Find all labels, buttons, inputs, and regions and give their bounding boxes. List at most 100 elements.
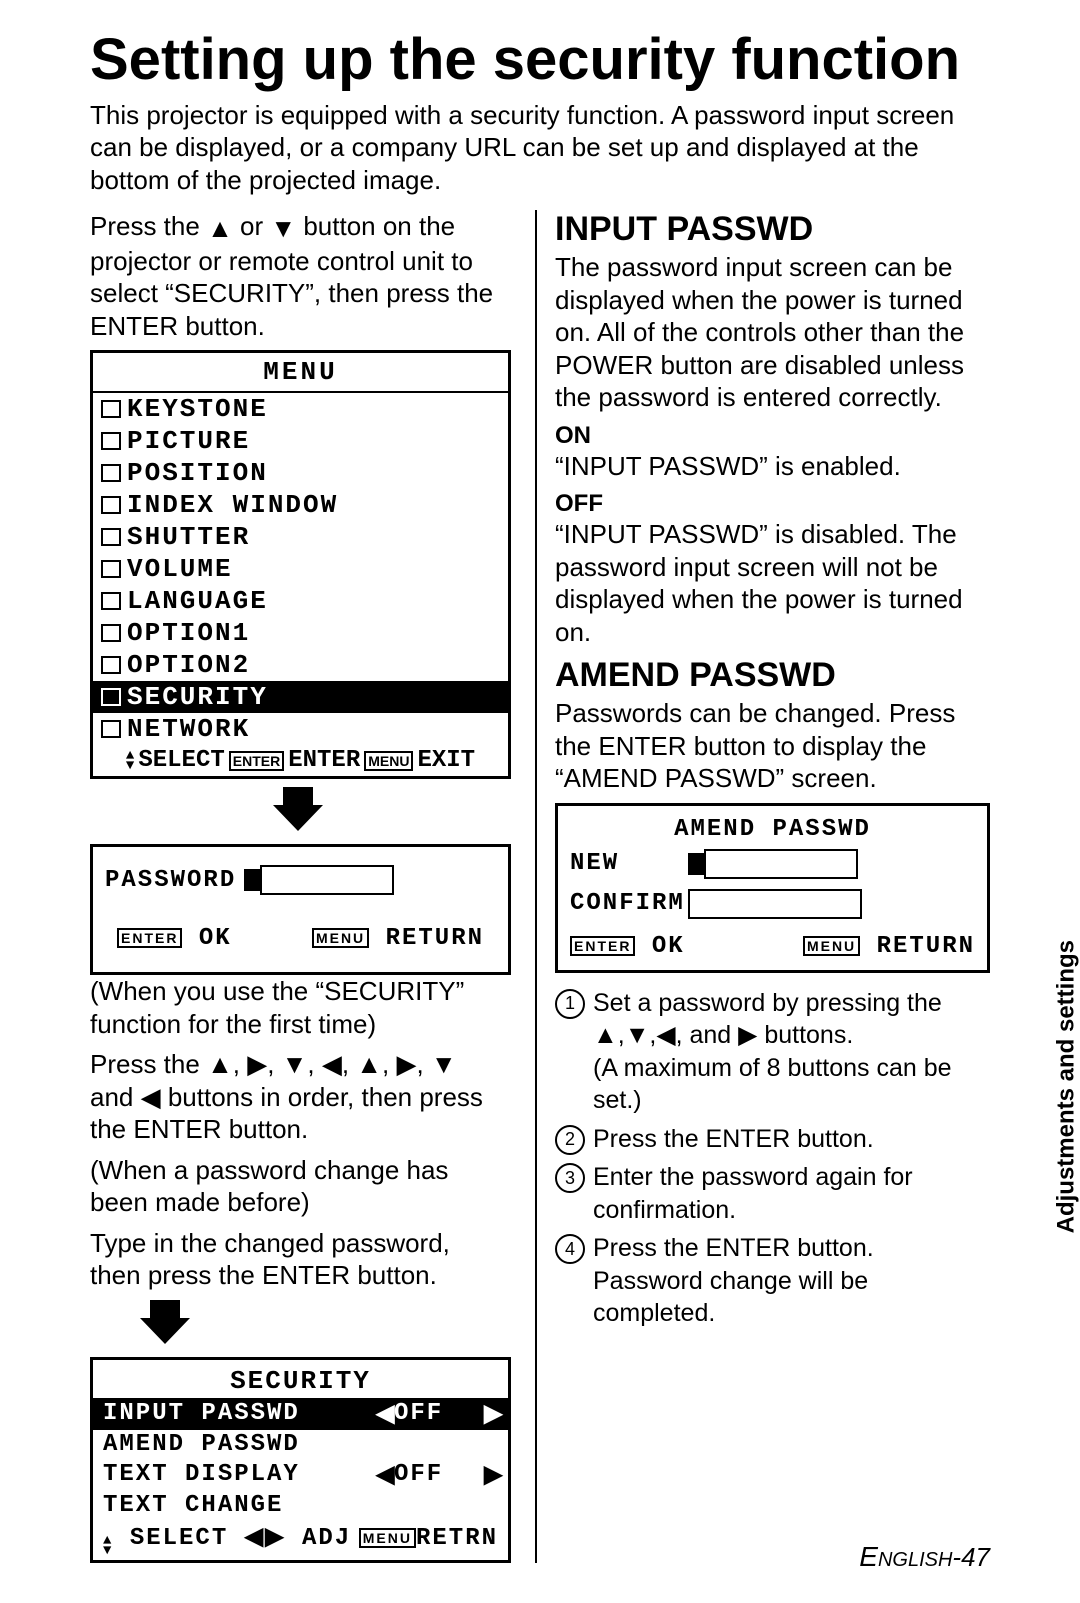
amend-title: AMEND PASSWD <box>570 816 975 843</box>
changed-instruction: Type in the changed password, then press… <box>90 1227 505 1292</box>
ok-label: OK <box>199 925 232 952</box>
menu-item-icon <box>101 400 121 418</box>
text: or <box>233 211 271 241</box>
security-menu-item[interactable]: TEXT CHANGE <box>93 1491 508 1520</box>
menu-item[interactable]: VOLUME <box>93 553 508 585</box>
step-number: 4 <box>555 1234 585 1264</box>
menu-item-label: POSITION <box>127 458 268 488</box>
menu-item[interactable]: LANGUAGE <box>93 585 508 617</box>
input-passwd-desc: The password input screen can be display… <box>555 251 990 414</box>
menu-item[interactable]: POSITION <box>93 457 508 489</box>
menu-item-icon <box>101 656 121 674</box>
menu-item[interactable]: KEYSTONE <box>93 393 508 425</box>
menu-item-label: SECURITY <box>127 682 268 712</box>
menu-key-icon: MENU <box>312 928 369 948</box>
amend-passwd-heading: AMEND PASSWD <box>555 656 990 695</box>
security-menu-item[interactable]: AMEND PASSWD <box>93 1430 508 1459</box>
step-text: Press the ENTER button. Password change … <box>593 1232 990 1330</box>
left-column: Press the ▲ or ▼ button on the projector… <box>90 210 505 1562</box>
adj-label: ADJ <box>302 1525 351 1552</box>
menu-item-icon <box>101 496 121 514</box>
menu-item-label: SHUTTER <box>127 522 250 552</box>
menu-item[interactable]: INDEX WINDOW <box>93 489 508 521</box>
first-time-note: (When you use the “SECURITY” function fo… <box>90 975 505 1040</box>
step-item: 4 Press the ENTER button. Password change… <box>555 1232 990 1330</box>
security-title: SECURITY <box>93 1360 508 1398</box>
ok-label: OK <box>652 933 685 960</box>
steps-list: 1Set a password by pressing the ▲,▼,◀, a… <box>555 987 990 1330</box>
down-arrow-icon <box>90 1300 505 1349</box>
password-label: PASSWORD <box>105 867 236 894</box>
confirm-password-field[interactable] <box>688 889 862 919</box>
page-title: Setting up the security function <box>90 30 990 91</box>
return-label: RETURN <box>877 933 975 960</box>
menu-item-icon <box>101 464 121 482</box>
step-text: Set a password by pressing the ▲,▼,◀, an… <box>593 987 990 1117</box>
manual-page: Setting up the security function This pr… <box>0 0 1080 1603</box>
menu-footer: ▲▼ SELECT ENTER ENTER MENU EXIT <box>93 745 508 776</box>
up-down-icon: ▲▼ <box>126 751 134 771</box>
menu-item-label: NETWORK <box>127 714 250 744</box>
security-item-label: TEXT DISPLAY <box>103 1461 376 1488</box>
footer-enter-label: ENTER <box>288 747 360 774</box>
menu-item-label: OPTION2 <box>127 650 250 680</box>
menu-item-icon <box>101 528 121 546</box>
menu-item[interactable]: NETWORK <box>93 713 508 745</box>
changed-note: (When a password change has been made be… <box>90 1154 505 1219</box>
menu-item-icon <box>101 624 121 642</box>
text: Press the <box>90 1049 207 1079</box>
footer-exit-label: EXIT <box>417 747 475 774</box>
password-screen-box: PASSWORD ENTER OK MENU RETURN <box>90 844 511 975</box>
instruction-text: Press the ▲ or ▼ button on the projector… <box>90 210 505 342</box>
new-password-field[interactable] <box>704 849 858 879</box>
down-triangle-icon: ▼ <box>270 212 296 245</box>
security-item-label: INPUT PASSWD <box>103 1400 376 1427</box>
return-label: RETRN <box>416 1525 498 1552</box>
menu-item[interactable]: OPTION2 <box>93 649 508 681</box>
password-field[interactable] <box>260 865 394 895</box>
menu-item[interactable]: OPTION1 <box>93 617 508 649</box>
menu-item[interactable]: PICTURE <box>93 425 508 457</box>
input-passwd-heading: INPUT PASSWD <box>555 210 990 249</box>
security-menu-item[interactable]: TEXT DISPLAY◀OFF▶ <box>93 1459 508 1491</box>
up-triangle-icon: ▲ <box>207 212 233 245</box>
text: NGLISH <box>878 1549 952 1571</box>
security-menu-item[interactable]: INPUT PASSWD◀OFF▶ <box>93 1398 508 1430</box>
enter-key-icon: ENTER <box>229 751 284 771</box>
step-number: 3 <box>555 1163 585 1193</box>
on-heading: ON <box>555 422 990 450</box>
security-item-value: OFF <box>390 1461 484 1488</box>
menu-item-icon <box>101 560 121 578</box>
enter-key-icon: ENTER <box>117 928 182 948</box>
step-number: 2 <box>555 1125 585 1155</box>
enter-key-icon: ENTER <box>570 936 635 956</box>
amend-passwd-box: AMEND PASSWD NEW CONFIRM ENTER OK MENU R… <box>555 803 990 973</box>
section-tab: Adjustments and settings <box>1052 940 1080 1233</box>
menu-item-label: KEYSTONE <box>127 394 268 424</box>
security-footer: ▲▼ SELECT ◀▶ ADJ MENURETRN <box>93 1520 508 1560</box>
menu-item[interactable]: SHUTTER <box>93 521 508 553</box>
ok-group: ENTER OK <box>117 925 232 952</box>
select-label: SELECT <box>130 1525 228 1552</box>
confirm-label: CONFIRM <box>570 890 680 917</box>
return-group: MENU RETURN <box>312 925 484 952</box>
on-desc: “INPUT PASSWD” is enabled. <box>555 450 990 483</box>
right-arrow-icon: ▶ <box>484 1460 498 1490</box>
step-text: Enter the password again for confirmatio… <box>593 1161 990 1226</box>
menu-item-icon <box>101 592 121 610</box>
text: -47 <box>952 1542 990 1572</box>
security-item-value: OFF <box>390 1400 484 1427</box>
menu-item-icon <box>101 720 121 738</box>
menu-item[interactable]: SECURITY <box>93 681 508 713</box>
menu-item-icon <box>101 432 121 450</box>
up-down-icon: ▲▼ <box>103 1536 113 1556</box>
menu-key-icon: MENU <box>359 1528 416 1548</box>
main-menu-box: MENU KEYSTONEPICTUREPOSITIONINDEX WINDOW… <box>90 350 511 779</box>
menu-item-label: PICTURE <box>127 426 250 456</box>
menu-item-label: OPTION1 <box>127 618 250 648</box>
page-number: ENGLISH-47 <box>859 1541 990 1573</box>
down-arrow-icon <box>90 787 505 836</box>
first-time-instruction: Press the ▲, ▶, ▼, ◀, ▲, ▶, ▼ and ◀ butt… <box>90 1048 505 1146</box>
step-item: 1Set a password by pressing the ▲,▼,◀, a… <box>555 987 990 1117</box>
security-menu-box: SECURITY INPUT PASSWD◀OFF▶AMEND PASSWDTE… <box>90 1357 511 1563</box>
